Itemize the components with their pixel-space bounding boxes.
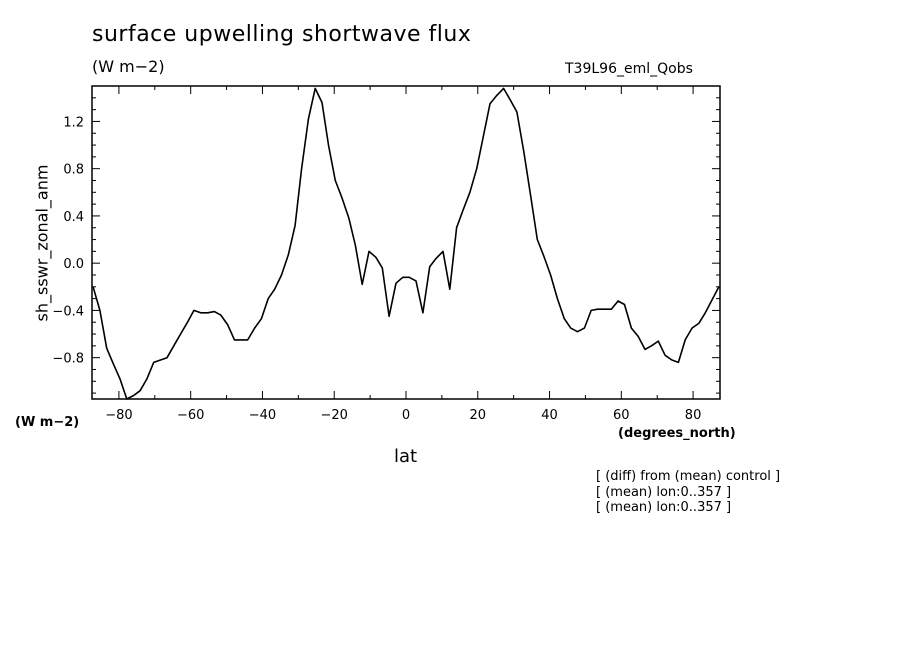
experiment-label: T39L96_eml_Qobs — [565, 61, 693, 77]
x-tick-label: −20 — [321, 408, 348, 423]
processing-notes: [ (diff) from (mean) control ] [ (mean) … — [596, 469, 780, 516]
y-tick-label: 0.8 — [63, 163, 84, 178]
x-tick-label: 60 — [613, 408, 630, 423]
plot-frame — [91, 85, 721, 400]
x-tick-label: 40 — [541, 408, 558, 423]
y-units-note: (W m−2) — [15, 415, 80, 430]
x-tick-label: −60 — [177, 408, 204, 423]
y-axis-label: sh_sswr_zonal_anm — [32, 164, 52, 322]
x-axis-ticks: −80 −60 −40 −20 0 20 40 60 80 — [105, 86, 701, 423]
y-tick-label: 0.0 — [63, 257, 84, 272]
title-units: (W m−2) — [92, 57, 165, 76]
data-series-line — [92, 87, 720, 400]
x-axis-label: lat — [394, 446, 418, 467]
y-tick-label: −0.4 — [52, 304, 84, 319]
note-line: [ (mean) lon:0..357 ] — [596, 484, 732, 500]
x-units-note: (degrees_north) — [618, 426, 736, 441]
x-tick-label: 20 — [469, 408, 486, 423]
x-tick-label: −80 — [105, 408, 132, 423]
x-tick-label: 0 — [402, 408, 410, 423]
y-tick-label: 0.4 — [63, 210, 84, 225]
y-axis-ticks: −0.8 −0.4 0.0 0.4 0.8 1.2 — [52, 97, 720, 394]
note-line: [ (mean) lon:0..357 ] — [596, 500, 732, 515]
y-tick-label: −0.8 — [52, 352, 84, 367]
x-tick-label: −40 — [249, 408, 276, 423]
chart-title: surface upwelling shortwave flux — [92, 22, 472, 47]
note-line: [ (diff) from (mean) control ] — [596, 469, 781, 484]
y-tick-label: 1.2 — [63, 115, 84, 130]
x-tick-label: 80 — [685, 408, 702, 423]
